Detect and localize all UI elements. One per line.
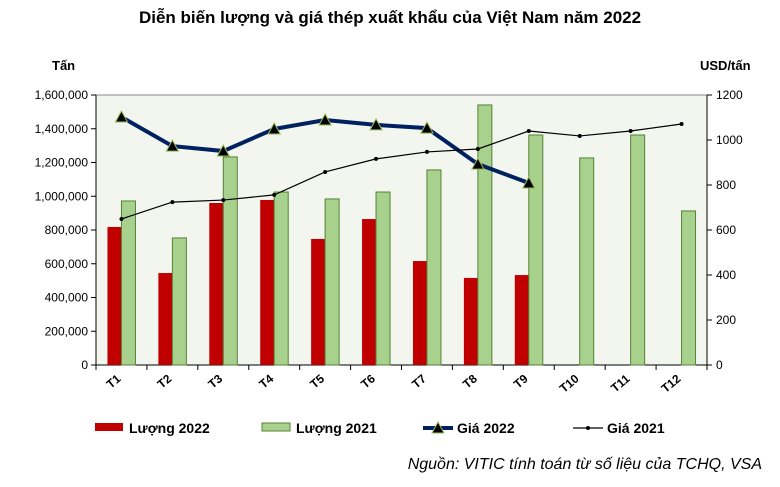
marker-gia-2022 [369,117,383,131]
y-tick-label: 1,000,000 [35,189,89,203]
marker-gia-2021 [628,129,633,133]
bar-lượng-2022 [311,238,326,365]
bar-lượng-2022 [209,203,224,365]
source-note: Nguồn: VITIC tính toán từ số liệu của TC… [407,456,762,473]
marker-gia-2021 [475,147,480,151]
legend-label: Giá 2021 [607,420,665,436]
y-tick-label: 1,200,000 [35,156,89,170]
x-tick-label: T5 [307,371,327,391]
line-giá-2021 [121,123,682,220]
y-tick-label: 400,000 [45,291,89,305]
bar-lượng-2021 [426,169,442,366]
marker-gia-2022 [267,121,282,135]
bar-lượng-2021 [477,104,493,366]
marker-gia-2021 [119,216,124,221]
bar-lượng-2022 [412,261,427,365]
marker-gia-2022 [165,139,180,152]
x-tick-label: T1 [104,371,124,391]
marker-gia-2021 [374,156,379,161]
marker-gia-2021 [679,122,684,127]
marker-gia-2022 [420,121,434,134]
marker-gia-2022 [216,143,231,157]
y-tick-label: 200,000 [45,324,89,338]
bar-lượng-2021 [120,200,136,366]
bar-lượng-2021 [375,191,391,366]
y2-tick-label: 0 [716,358,723,372]
x-tick-label: T6 [358,371,378,391]
chart-svg: Tấn USD/tấn 0 200,000 400,000 600,000 800,000 1… [35,58,751,436]
y2-tick-label: 1000 [716,133,743,147]
bar-lượng-2021 [222,156,238,366]
y-axis-label: Tấn [52,58,75,73]
bar-lượng-2022 [260,199,275,365]
y2-tick-label: 400 [716,268,736,282]
marker-gia-2021 [221,198,226,203]
y2-tick-label: 600 [716,223,736,237]
bar-lượng-2021 [579,157,595,366]
chart-title: Diễn biến lượng và giá thép xuất khẩu củ… [138,8,642,27]
x-tick-label: T11 [608,371,633,395]
legend-label: Giá 2022 [457,420,515,436]
legend-label: Lượng 2021 [296,420,377,436]
marker-gia-2021 [323,169,328,174]
marker-gia-2021 [577,133,582,138]
bar-lượng-2021 [171,237,187,366]
bar-lượng-2022 [463,277,478,365]
legend-swatch [95,423,123,431]
marker-gia-2022 [471,157,485,170]
bar-lượng-2022 [514,275,529,365]
y2-tick-label: 200 [716,313,736,327]
marker-gia-2021 [272,192,277,197]
y-tick-label: 1,400,000 [35,122,89,136]
legend-swatch [261,422,291,432]
bar-lượng-2021 [324,198,340,366]
legend-marker [586,426,590,430]
marker-gia-2021 [526,129,531,133]
marker-gia-2022 [318,112,332,126]
x-tick-label: T7 [409,371,429,391]
plot-area [96,95,707,365]
x-tick-label: T12 [659,371,684,395]
x-tick-label: T8 [460,371,480,391]
bar-lượng-2022 [107,226,122,365]
x-tick-label: T2 [155,371,175,391]
marker-gia-2022 [521,175,536,189]
marker-gia-2021 [424,149,429,154]
x-tick-label: T9 [511,371,531,391]
x-tick-label: T10 [557,371,582,395]
marker-gia-2021 [170,200,175,205]
legend-marker [431,420,445,434]
bar-lượng-2021 [630,134,646,366]
x-tick-label: T3 [205,371,225,391]
y-tick-label: 600,000 [45,257,89,271]
bar-lượng-2022 [362,219,377,365]
marker-gia-2022 [114,110,129,123]
y2-axis-label: USD/tấn [700,58,751,73]
legend-label: Lượng 2022 [129,420,210,436]
bar-lượng-2022 [158,273,173,365]
y-tick-label: 800,000 [45,223,89,237]
y-tick-label: 1,600,000 [35,88,89,102]
y2-tick-label: 1200 [716,88,743,102]
bar-lượng-2021 [528,134,544,366]
x-tick-label: T4 [256,371,276,391]
bar-lượng-2021 [273,191,289,366]
y2-tick-label: 800 [716,178,736,192]
y-tick-label: 0 [81,358,88,372]
bar-lượng-2021 [681,210,697,366]
